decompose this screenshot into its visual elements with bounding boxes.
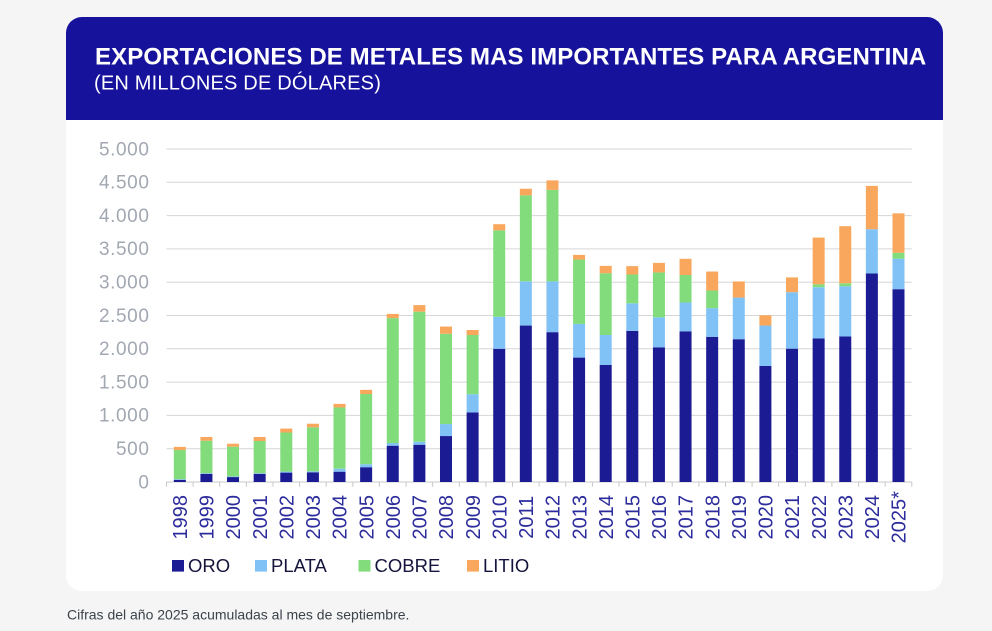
svg-text:1999: 1999: [197, 495, 219, 540]
svg-text:3.500: 3.500: [99, 239, 150, 260]
svg-text:2022: 2022: [809, 495, 831, 540]
svg-text:2003: 2003: [303, 495, 325, 540]
svg-text:2024: 2024: [862, 495, 884, 540]
svg-text:2016: 2016: [649, 495, 671, 540]
svg-text:2.000: 2.000: [99, 339, 150, 360]
svg-text:5.000: 5.000: [99, 139, 150, 160]
svg-text:1.000: 1.000: [99, 406, 150, 427]
svg-text:2010: 2010: [489, 495, 511, 540]
svg-text:2021: 2021: [782, 495, 804, 540]
svg-text:2025*: 2025*: [889, 491, 911, 543]
svg-text:4.000: 4.000: [99, 206, 150, 227]
svg-text:Cifras del año 2025 acumuladas: Cifras del año 2025 acumuladas al mes de…: [67, 607, 409, 623]
svg-text:EXPORTACIONES DE METALES MAS I: EXPORTACIONES DE METALES MAS IMPORTANTES…: [95, 44, 926, 71]
svg-text:2020: 2020: [756, 495, 778, 540]
svg-text:2000: 2000: [223, 495, 245, 540]
svg-text:2.500: 2.500: [99, 306, 150, 327]
svg-text:500: 500: [116, 439, 150, 460]
svg-text:2018: 2018: [702, 495, 724, 540]
svg-text:2015: 2015: [623, 495, 645, 540]
svg-text:PLATA: PLATA: [271, 555, 328, 576]
svg-text:COBRE: COBRE: [375, 555, 441, 576]
svg-text:2004: 2004: [330, 495, 352, 540]
svg-text:2005: 2005: [356, 495, 378, 540]
svg-text:3.000: 3.000: [99, 273, 150, 294]
svg-text:4.500: 4.500: [99, 173, 150, 194]
svg-text:2017: 2017: [676, 495, 698, 540]
svg-text:2011: 2011: [516, 496, 538, 539]
svg-text:2013: 2013: [569, 495, 591, 540]
svg-text:2007: 2007: [410, 495, 432, 540]
svg-text:2014: 2014: [596, 495, 618, 540]
svg-text:(EN MILLONES DE DÓLARES): (EN MILLONES DE DÓLARES): [94, 72, 381, 95]
svg-text:2008: 2008: [436, 495, 458, 540]
svg-text:2006: 2006: [383, 495, 405, 540]
svg-text:0: 0: [138, 472, 149, 493]
svg-text:2023: 2023: [836, 495, 858, 540]
svg-text:1998: 1998: [170, 495, 192, 540]
svg-text:2012: 2012: [543, 495, 565, 540]
svg-text:LITIO: LITIO: [483, 555, 529, 576]
svg-text:1.500: 1.500: [99, 372, 150, 393]
svg-text:2009: 2009: [463, 495, 485, 540]
svg-text:2001: 2001: [250, 495, 272, 540]
svg-text:2002: 2002: [277, 495, 299, 540]
svg-text:ORO: ORO: [188, 555, 230, 576]
svg-text:2019: 2019: [729, 495, 751, 540]
